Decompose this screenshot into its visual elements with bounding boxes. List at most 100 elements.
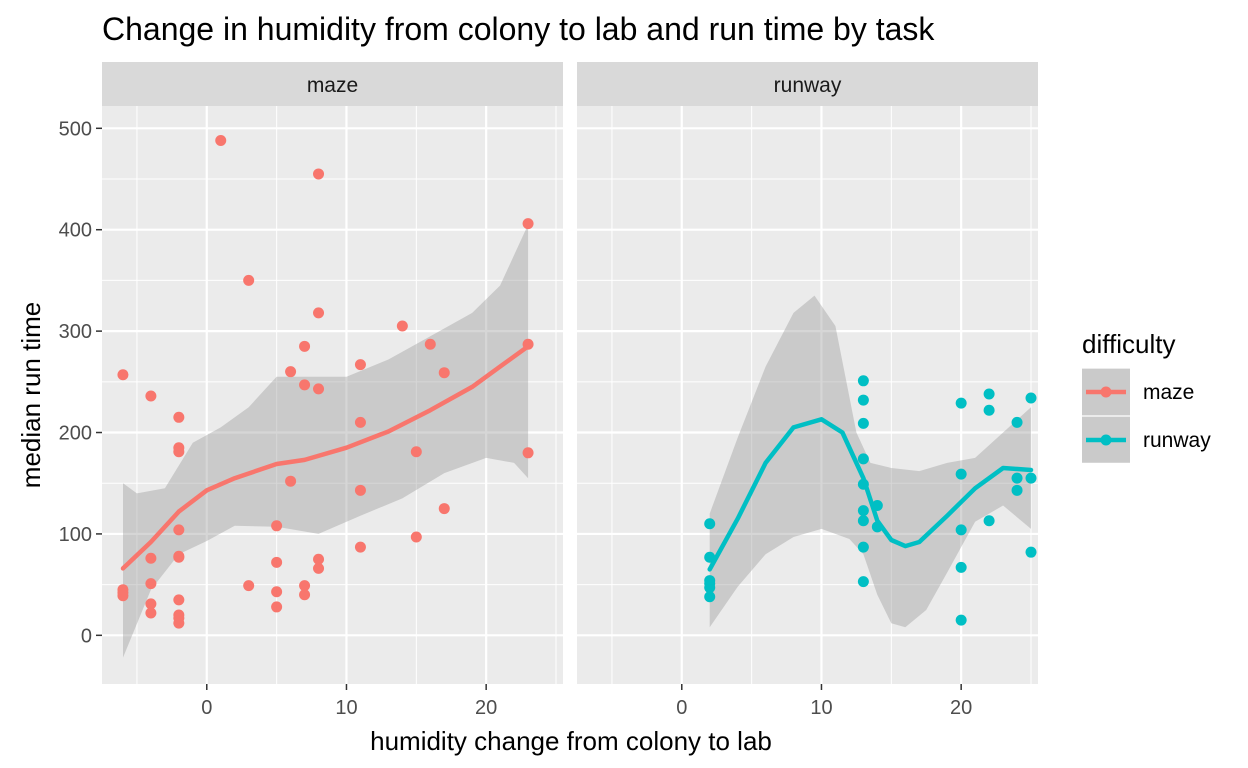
y-tick-label: 400	[59, 220, 92, 242]
data-point	[857, 576, 869, 588]
data-point	[1025, 472, 1037, 484]
legend-key-point	[1100, 386, 1112, 398]
data-point	[173, 446, 185, 458]
data-point	[857, 515, 869, 527]
x-tick-label: 10	[810, 697, 832, 719]
data-point	[396, 320, 408, 332]
data-point	[271, 520, 283, 532]
data-point	[173, 594, 185, 606]
data-point	[857, 453, 869, 465]
y-tick-label: 0	[81, 625, 92, 647]
confidence-band	[709, 295, 1031, 628]
data-point	[955, 524, 967, 536]
data-point	[313, 168, 325, 180]
data-point	[285, 475, 297, 487]
data-point	[1011, 416, 1023, 428]
data-point	[955, 614, 967, 626]
data-point	[354, 484, 366, 496]
legend-title: difficulty	[1082, 329, 1175, 359]
x-tick-label: 0	[676, 697, 687, 719]
data-point	[983, 515, 995, 527]
data-point	[313, 383, 325, 395]
data-point	[522, 218, 534, 230]
data-point	[173, 551, 185, 563]
smooth-line	[120, 344, 531, 571]
strip-maze	[102, 62, 563, 106]
data-point	[955, 468, 967, 480]
data-point	[285, 366, 297, 378]
data-point	[117, 369, 129, 381]
strip-label: runway	[774, 74, 842, 97]
data-point	[173, 524, 185, 536]
panel-runway: runway 0 10 20	[577, 62, 1038, 719]
data-point	[1025, 392, 1037, 404]
data-point	[243, 274, 255, 286]
data-point	[271, 586, 283, 598]
data-point	[857, 375, 869, 387]
chart-title: Change in humidity from colony to lab an…	[102, 11, 935, 47]
data-point	[243, 580, 255, 592]
data-point	[857, 541, 869, 553]
data-point	[271, 556, 283, 568]
data-point	[313, 553, 325, 565]
y-tick-label: 500	[59, 118, 92, 140]
data-point	[983, 388, 995, 400]
data-point	[299, 589, 311, 601]
data-point	[955, 561, 967, 573]
data-point	[145, 578, 157, 590]
data-point	[117, 590, 129, 602]
data-point	[313, 307, 325, 319]
data-point	[299, 379, 311, 391]
data-point	[955, 397, 967, 409]
y-tick-label: 300	[59, 321, 92, 343]
strip-label: maze	[307, 74, 358, 97]
x-tick-label: 20	[475, 697, 497, 719]
legend-key-point	[1100, 434, 1112, 446]
legend: difficulty maze runway	[1082, 329, 1211, 463]
y-tick-label: 200	[59, 423, 92, 445]
data-point	[410, 531, 422, 543]
data-point	[857, 417, 869, 429]
data-point	[173, 411, 185, 423]
data-point	[857, 394, 869, 406]
data-point	[410, 446, 422, 458]
data-point	[271, 601, 283, 613]
data-point	[983, 404, 995, 416]
data-point	[145, 390, 157, 402]
data-point	[1025, 546, 1037, 558]
legend-label: runway	[1143, 429, 1211, 452]
x-axis-label: humidity change from colony to lab	[370, 726, 772, 756]
data-point	[215, 134, 227, 146]
data-point	[354, 416, 366, 428]
y-axis-label: median run time	[16, 302, 46, 488]
x-tick-label: 10	[335, 697, 357, 719]
data-point	[354, 541, 366, 553]
legend-label: maze	[1143, 381, 1194, 404]
data-point	[438, 367, 450, 379]
data-point	[424, 338, 436, 350]
data-point	[704, 582, 716, 594]
strip-runway	[577, 62, 1038, 106]
data-point	[704, 518, 716, 530]
data-point	[313, 562, 325, 574]
data-point	[438, 503, 450, 515]
data-point	[857, 505, 869, 517]
data-point	[1011, 484, 1023, 496]
data-point	[522, 447, 534, 459]
data-point	[704, 591, 716, 603]
y-tick-label: 100	[59, 524, 92, 546]
legend-key-background	[1082, 368, 1130, 462]
data-point	[299, 340, 311, 352]
data-point	[145, 607, 157, 619]
data-point	[354, 359, 366, 371]
data-point	[173, 617, 185, 629]
x-tick-label: 0	[201, 697, 212, 719]
data-point	[145, 598, 157, 610]
smooth-line	[707, 417, 1034, 572]
x-tick-label: 20	[950, 697, 972, 719]
data-point	[1011, 472, 1023, 484]
